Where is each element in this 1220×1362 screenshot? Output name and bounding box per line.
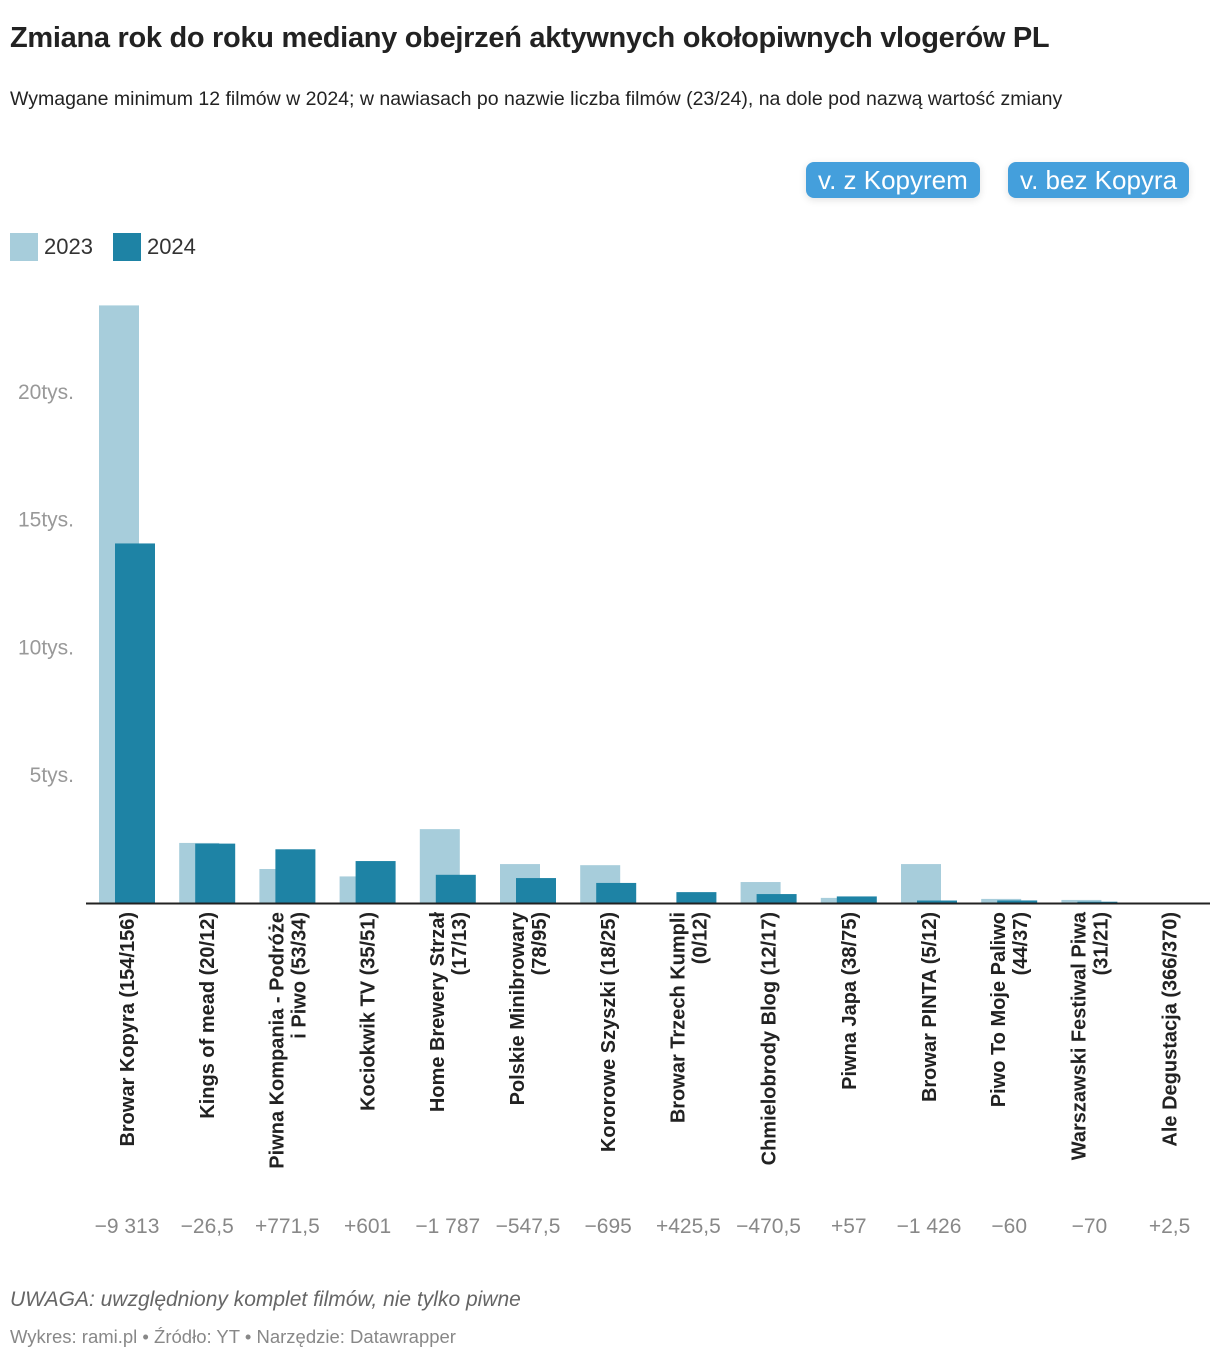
bar-2024 bbox=[1077, 901, 1118, 903]
bar-2024 bbox=[275, 849, 316, 903]
change-value-label: −470,5 bbox=[736, 1215, 801, 1238]
legend-swatch-2023 bbox=[10, 233, 38, 261]
bar-2024 bbox=[917, 900, 957, 903]
change-value-label: −1 787 bbox=[415, 1215, 480, 1238]
category-label: Piwna Kompania - Podróżei Piwo (53/34) bbox=[266, 912, 310, 1169]
change-value-label: −695 bbox=[585, 1215, 632, 1238]
category-label: Polskie Minibrowary(78/95) bbox=[507, 911, 551, 1105]
bar-2024 bbox=[435, 874, 476, 903]
change-value-label: −26,5 bbox=[181, 1215, 234, 1238]
legend: 2023 2024 bbox=[10, 233, 196, 261]
y-tick-label: 20tys. bbox=[18, 381, 74, 404]
with-kopyra-button[interactable]: v. z Kopyrem bbox=[806, 162, 980, 198]
chart-subtitle: Wymagane minimum 12 filmów w 2024; w naw… bbox=[10, 88, 1063, 110]
y-tick-label: 5tys. bbox=[30, 764, 74, 787]
bar-2024 bbox=[836, 896, 877, 903]
change-value-label: +601 bbox=[344, 1215, 391, 1238]
bar-2024 bbox=[115, 543, 155, 903]
bar-2024 bbox=[756, 894, 797, 903]
category-label: Warszawski Festiwal Piwa(31/21) bbox=[1068, 911, 1112, 1160]
bar-2024 bbox=[355, 861, 396, 903]
bar-2024 bbox=[997, 900, 1038, 903]
category-label: Kociokwik TV (35/51) bbox=[358, 912, 380, 1111]
bar-2024 bbox=[516, 878, 556, 903]
legend-item-2024: 2024 bbox=[112, 233, 196, 261]
legend-label-2023: 2023 bbox=[44, 234, 93, 259]
bar-2024 bbox=[596, 882, 637, 903]
change-value-label: −1 426 bbox=[897, 1215, 962, 1238]
category-label: Browar Kopyra (154/156) bbox=[117, 912, 139, 1147]
change-value-label: +425,5 bbox=[656, 1215, 721, 1238]
category-label: Home Brewery Strzał(17/13) bbox=[427, 912, 471, 1113]
category-label: Piwna Japa (38/75) bbox=[839, 912, 861, 1090]
change-value-label: −547,5 bbox=[496, 1215, 561, 1238]
category-label: Kororowe Szyszki (18/25) bbox=[598, 912, 620, 1152]
category-label: Piwo To Moje Paliwo(44/37) bbox=[988, 912, 1032, 1107]
bar-2024 bbox=[195, 843, 236, 903]
bar-2023 bbox=[1061, 899, 1102, 903]
note: UWAGA: uwzględniony komplet filmów, nie … bbox=[10, 1288, 521, 1311]
change-value-label: −60 bbox=[991, 1215, 1027, 1238]
y-tick-label: 15tys. bbox=[18, 509, 74, 532]
category-label: Browar Trzech Kumpli(0/12) bbox=[667, 912, 711, 1123]
change-value-label: +2,5 bbox=[1149, 1215, 1190, 1238]
category-label: Browar PINTA (5/12) bbox=[919, 912, 941, 1102]
footer-credits: Wykres: rami.pl • Źródło: YT • Narzędzie… bbox=[10, 1326, 456, 1347]
change-value-label: −70 bbox=[1072, 1215, 1108, 1238]
category-label: Ale Degustacja (366/370) bbox=[1160, 912, 1182, 1147]
change-value-label: +771,5 bbox=[255, 1215, 320, 1238]
legend-swatch-2024 bbox=[112, 233, 141, 261]
change-value-label: +57 bbox=[831, 1215, 867, 1238]
without-kopyra-button[interactable]: v. bez Kopyra bbox=[1008, 162, 1190, 198]
bar-2024 bbox=[676, 892, 717, 903]
category-label: Chmielobrody Blog (12/17) bbox=[759, 912, 781, 1165]
bar-2023 bbox=[901, 864, 941, 903]
legend-label-2024: 2024 bbox=[146, 234, 196, 259]
chart-title: Zmiana rok do roku mediany obejrzeń akty… bbox=[10, 22, 1050, 54]
y-tick-label: 10tys. bbox=[18, 636, 74, 659]
legend-item-2023: 2023 bbox=[10, 233, 93, 261]
change-value-label: −9 313 bbox=[95, 1215, 160, 1238]
category-label: Kings of mead (20/12) bbox=[197, 912, 219, 1119]
